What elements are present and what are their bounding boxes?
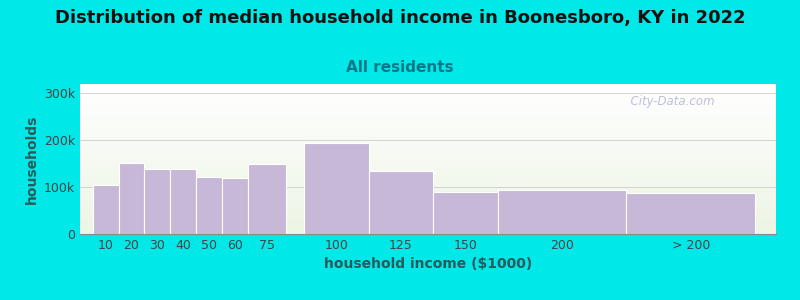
Bar [498, 190, 626, 234]
Text: All residents: All residents [346, 60, 454, 75]
Bar [626, 193, 755, 234]
Bar [369, 171, 433, 234]
Bar [433, 192, 498, 234]
Bar [196, 177, 222, 234]
Y-axis label: households: households [25, 114, 38, 204]
Bar [304, 142, 369, 234]
Bar [93, 185, 118, 234]
Bar [145, 169, 170, 234]
Bar [118, 163, 145, 234]
Text: City-Data.com: City-Data.com [623, 95, 714, 109]
X-axis label: household income ($1000): household income ($1000) [324, 257, 532, 272]
Text: Distribution of median household income in Boonesboro, KY in 2022: Distribution of median household income … [54, 9, 746, 27]
Bar [247, 164, 286, 234]
Bar [222, 178, 247, 234]
Bar [170, 169, 196, 234]
